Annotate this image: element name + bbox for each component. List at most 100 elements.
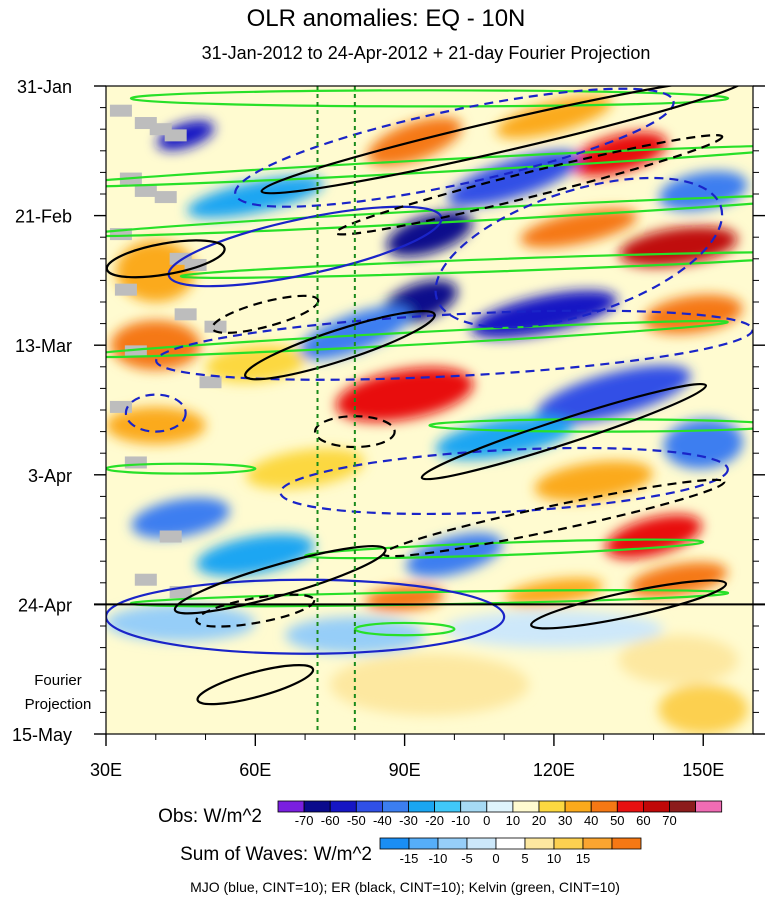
missing-data-cell [154, 191, 177, 204]
x-tick-label: 90E [389, 760, 421, 780]
obs-colorbar-tick-label: 50 [610, 813, 624, 828]
obs-anomaly-blob [196, 534, 315, 577]
wave-contours [106, 86, 753, 706]
waves-colorbar-swatch [582, 837, 613, 850]
x-tick-label: 60E [239, 760, 271, 780]
waves-colorbar-tick-label: 15 [576, 851, 590, 866]
x-tick-label: 120E [533, 760, 575, 780]
waves-colorbar-swatch [553, 837, 584, 850]
y-tick-label: 31-Jan [17, 77, 72, 97]
waves-colorbar-swatch [611, 837, 642, 850]
obs-anomaly-blob [520, 208, 638, 248]
missing-data-cell [159, 530, 182, 543]
obs-anomaly-blob [629, 562, 728, 598]
obs-colorbar-swatch [329, 800, 357, 813]
waves-colorbar-tick-label: 10 [547, 851, 561, 866]
obs-colorbar-swatch [460, 800, 488, 813]
obs-anomaly-blob [470, 290, 618, 339]
kelvin-contour [179, 251, 753, 279]
projection-anomaly-blob [106, 604, 256, 642]
waves-colorbar-swatch [466, 837, 497, 850]
mjo-contour [124, 393, 187, 433]
obs-colorbar-swatch [590, 800, 618, 813]
projection-anomaly-blob [618, 635, 739, 685]
obs-colorbar-swatch [486, 800, 514, 813]
missing-data-cell [114, 283, 137, 296]
obs-colorbar-label: Obs: W/m^2 [158, 806, 262, 827]
waves-colorbar-tick-label: 5 [521, 851, 528, 866]
waves-colorbar-label: Sum of Waves: W/m^2 [180, 844, 372, 865]
obs-colorbar-tick-label: -10 [451, 813, 470, 828]
waves-colorbar-swatch [437, 837, 468, 850]
footer-note: MJO (blue, CINT=10); ER (black, CINT=10)… [190, 879, 620, 895]
obs-colorbar-swatch [277, 800, 305, 813]
x-tick-label: 150E [682, 760, 724, 780]
obs-anomaly-blob [536, 365, 691, 424]
obs-colorbar-swatch [408, 800, 436, 813]
missing-data-cell [134, 184, 157, 197]
missing-data-cell [134, 117, 157, 130]
er-contour [244, 310, 436, 381]
obs-colorbar-swatch [381, 800, 409, 813]
x-tick-label: 30E [90, 760, 122, 780]
waves-colorbar-tick-label: -10 [429, 851, 448, 866]
obs-colorbar-swatch [695, 800, 723, 813]
kelvin-contour [106, 462, 257, 475]
obs-anomaly-blob [106, 406, 206, 444]
y-tick-label: 21-Feb [15, 207, 72, 227]
obs-colorbar-swatch [355, 800, 383, 813]
waves-colorbar-swatch [495, 837, 526, 850]
er-contour [530, 579, 728, 630]
obs-colorbar-tick-label: 60 [636, 813, 650, 828]
obs-anomaly-blob [187, 176, 324, 219]
er-contour [106, 239, 226, 279]
obs-colorbar-tick-label: 40 [584, 813, 598, 828]
obs-anomaly-blob [245, 448, 365, 489]
obs-anomaly-blob [605, 514, 702, 559]
kelvin-contour [106, 144, 753, 188]
projection-label-line2: Projection [25, 696, 92, 713]
obs-colorbar-swatch [643, 800, 670, 813]
obs-anomaly-blob [447, 150, 581, 207]
kelvin-contour [129, 89, 730, 108]
obs-colorbar-tick-label: 10 [506, 813, 520, 828]
kelvin-contour [304, 538, 705, 560]
kelvin-contour [106, 319, 729, 359]
obs-colorbar-tick-label: -70 [295, 813, 314, 828]
obs-colorbar-swatch [512, 800, 540, 813]
obs-colorbar-tick-label: -30 [399, 813, 418, 828]
obs-colorbar-tick-label: -40 [373, 813, 392, 828]
waves-colorbar-tick-label: -5 [461, 851, 473, 866]
er-contour [260, 86, 748, 195]
kelvin-contour [353, 621, 456, 637]
waves-colorbar-tick-label: 0 [492, 851, 499, 866]
obs-colorbar-tick-label: -50 [347, 813, 366, 828]
obs-colorbar-tick-label: -20 [425, 813, 444, 828]
projection-anomaly-blob [285, 616, 425, 654]
missing-data-cell [124, 456, 147, 469]
missing-data-cell [134, 573, 157, 586]
reference-longitude-lines [316, 86, 356, 734]
er-contour [196, 664, 315, 706]
obs-colorbar-swatch [538, 800, 566, 813]
er-contour [173, 544, 387, 615]
obs-colorbar-tick-label: 70 [662, 813, 676, 828]
projection-anomaly-blob [658, 684, 749, 734]
y-tick-label: 24-Apr [18, 595, 72, 615]
obs-anomaly-blob [131, 497, 230, 539]
obs-colorbar-tick-label: 0 [483, 813, 490, 828]
mjo-contour [279, 446, 729, 516]
obs-colorbar-swatch [434, 800, 462, 813]
obs-anomaly-blob [570, 131, 667, 176]
waves-colorbar-tick-label: -15 [400, 851, 419, 866]
er-contour [420, 382, 708, 481]
chart-subtitle: 31-Jan-2012 to 24-Apr-2012 + 21-day Four… [202, 43, 651, 63]
waves-colorbar-swatch [524, 837, 555, 850]
obs-colorbar-swatch [564, 800, 592, 813]
y-tick-label: 13-Mar [15, 336, 72, 356]
obs-anomaly-blob [619, 226, 738, 267]
obs-anomaly-blob [335, 367, 474, 422]
projection-anomaly-blob [329, 653, 530, 716]
missing-data-cell [109, 104, 132, 117]
obs-colorbar-tick-label: 20 [532, 813, 546, 828]
